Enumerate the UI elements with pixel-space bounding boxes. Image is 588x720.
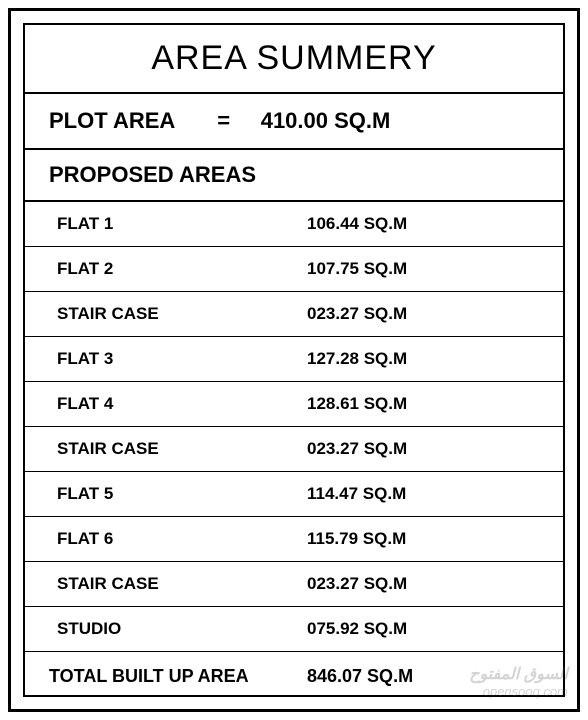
table-row: FLAT 1 106.44 SQ.M (25, 202, 563, 247)
row-value: 106.44 SQ.M (307, 214, 555, 234)
row-value: 023.27 SQ.M (307, 439, 555, 459)
row-label: FLAT 4 (57, 394, 307, 414)
row-label: STAIR CASE (57, 439, 307, 459)
plot-area-equals: = (217, 108, 230, 133)
table-row: STAIR CASE 023.27 SQ.M (25, 292, 563, 337)
plot-area-label: PLOT AREA (49, 108, 174, 133)
row-value: 023.27 SQ.M (307, 304, 555, 324)
total-row: TOTAL BUILT UP AREA 846.07 SQ.M (25, 652, 563, 701)
row-value: 115.79 SQ.M (307, 529, 555, 549)
plot-area-value: 410.00 SQ.M (261, 108, 391, 133)
row-value: 128.61 SQ.M (307, 394, 555, 414)
table-row: STAIR CASE 023.27 SQ.M (25, 562, 563, 607)
row-label: STAIR CASE (57, 574, 307, 594)
table-row: FLAT 6 115.79 SQ.M (25, 517, 563, 562)
area-summary-table: AREA SUMMERY PLOT AREA = 410.00 SQ.M PRO… (23, 23, 565, 697)
table-row: STAIR CASE 023.27 SQ.M (25, 427, 563, 472)
row-label: FLAT 3 (57, 349, 307, 369)
total-label: TOTAL BUILT UP AREA (49, 666, 307, 687)
table-title: AREA SUMMERY (25, 25, 563, 94)
row-label: FLAT 1 (57, 214, 307, 234)
table-row: FLAT 2 107.75 SQ.M (25, 247, 563, 292)
row-label: STUDIO (57, 619, 307, 639)
total-value: 846.07 SQ.M (307, 666, 555, 687)
row-label: STAIR CASE (57, 304, 307, 324)
proposed-areas-header: PROPOSED AREAS (25, 150, 563, 202)
row-value: 114.47 SQ.M (307, 484, 555, 504)
row-value: 023.27 SQ.M (307, 574, 555, 594)
row-label: FLAT 6 (57, 529, 307, 549)
table-row: STUDIO 075.92 SQ.M (25, 607, 563, 652)
plot-area-row: PLOT AREA = 410.00 SQ.M (25, 94, 563, 150)
table-row: FLAT 5 114.47 SQ.M (25, 472, 563, 517)
table-row: FLAT 4 128.61 SQ.M (25, 382, 563, 427)
row-value: 107.75 SQ.M (307, 259, 555, 279)
row-label: FLAT 5 (57, 484, 307, 504)
table-row: FLAT 3 127.28 SQ.M (25, 337, 563, 382)
row-label: FLAT 2 (57, 259, 307, 279)
outer-frame: AREA SUMMERY PLOT AREA = 410.00 SQ.M PRO… (8, 8, 580, 712)
row-value: 127.28 SQ.M (307, 349, 555, 369)
row-value: 075.92 SQ.M (307, 619, 555, 639)
